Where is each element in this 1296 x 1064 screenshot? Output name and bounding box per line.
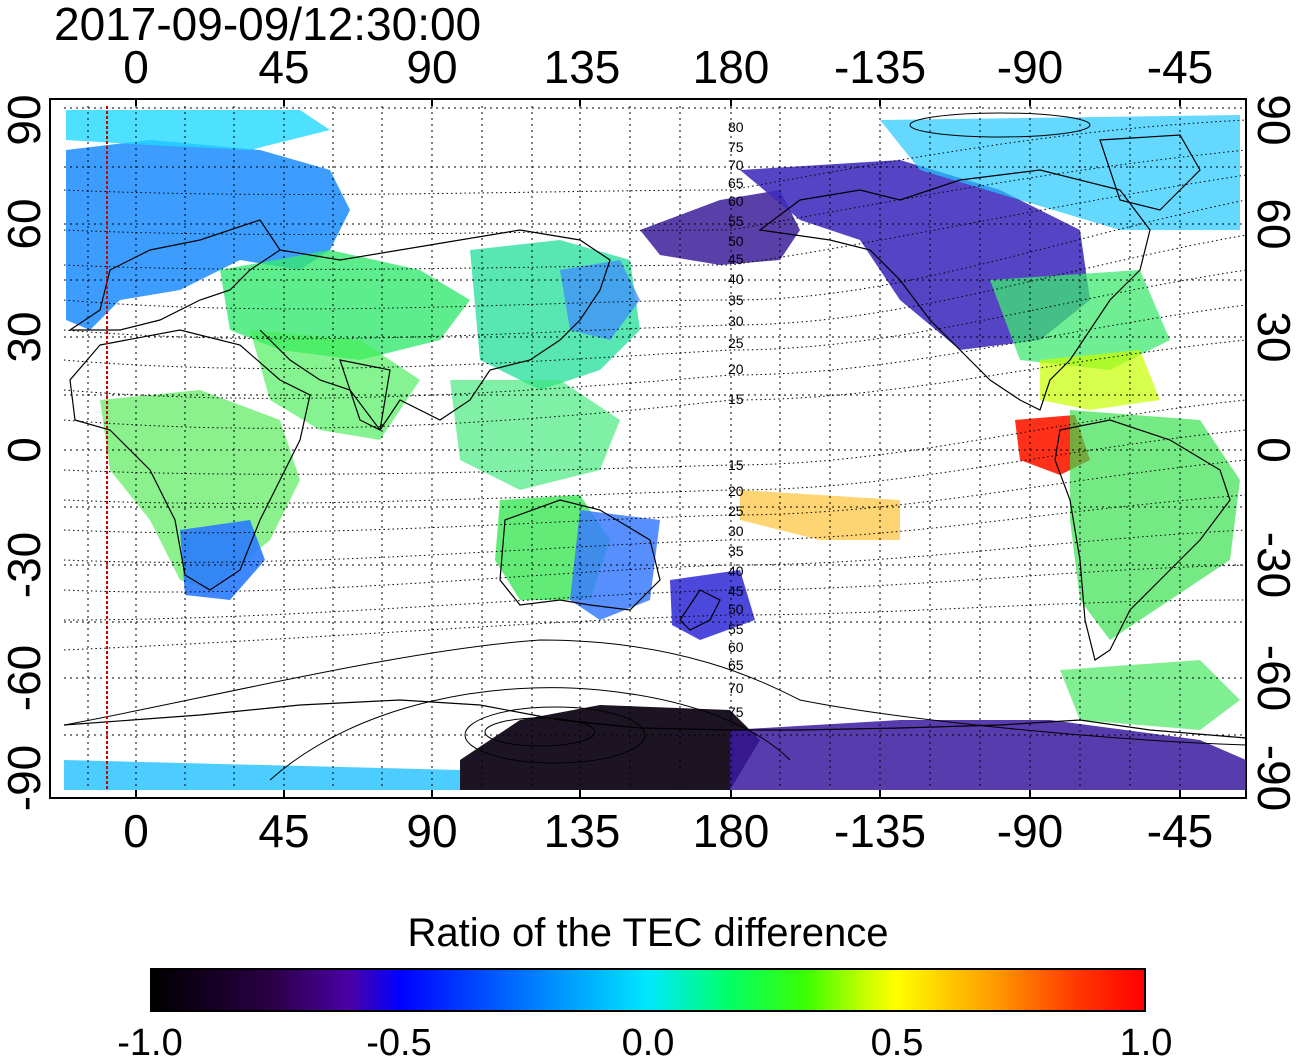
lat-tick-left: -60 [0, 644, 50, 712]
mlat-label: 65 [728, 175, 744, 191]
lat-tick-left: 60 [0, 198, 50, 250]
mlat-label: 65 [728, 657, 744, 673]
mlat-label: 50 [728, 601, 744, 617]
lon-tick-bottom: 0 [123, 805, 149, 857]
lat-tick-right: 30 [1248, 311, 1296, 363]
graticule [64, 106, 1246, 790]
lat-tick-left: 90 [0, 94, 50, 146]
tec-patch-south-america [1070, 410, 1240, 640]
lat-tick-right: -30 [1248, 531, 1296, 599]
mlat-label: 70 [728, 680, 744, 696]
tec-patch-new-zealand [670, 570, 755, 640]
lon-tick-bottom: -45 [1146, 805, 1214, 857]
colorbar-tick: 0.0 [621, 1022, 675, 1064]
tec-patch-arctic-europe [66, 110, 330, 150]
tec-patch-seasia [450, 380, 620, 490]
lon-tick-bottom: 90 [406, 805, 458, 857]
lat-tick-right: 90 [1248, 94, 1296, 146]
lat-tick-right: 60 [1248, 198, 1296, 250]
mlat-label: 45 [728, 251, 744, 267]
mlat-labels-north: 80 75 70 65 60 55 50 45 40 35 30 25 20 1… [728, 119, 744, 407]
lon-tick-top: -90 [996, 41, 1064, 93]
auroral-oval-contours [64, 112, 1246, 781]
colorbar-tick: 1.0 [1119, 1022, 1173, 1064]
mlat-label: 25 [728, 503, 744, 519]
mlat-label: 35 [728, 543, 744, 559]
mlat-label: 50 [728, 233, 744, 249]
lon-tick-bottom: 180 [692, 805, 770, 857]
timestamp: 2017-09-09/12:30:00 [54, 0, 482, 50]
colorbar-tick: 0.5 [870, 1022, 924, 1064]
lat-tick-left: -30 [0, 531, 50, 599]
mlat-label: 20 [728, 483, 744, 499]
colorbar-title: Ratio of the TEC difference [407, 911, 889, 955]
lat-tick-right: -60 [1248, 644, 1296, 712]
tec-patch-antarctica-west [64, 760, 460, 790]
mlat-label: 75 [728, 139, 744, 155]
lat-tick-left: 0 [0, 437, 50, 463]
mlat-label: 15 [728, 391, 744, 407]
mlat-label: 25 [728, 335, 744, 351]
mlat-label: 75 [728, 704, 744, 720]
mlat-label: 55 [728, 213, 744, 229]
tec-patch-antarctic-peninsula [1060, 660, 1240, 730]
mlat-label: 30 [728, 523, 744, 539]
mlat-label: 70 [728, 157, 744, 173]
tec-patch-pacific-dark [640, 190, 800, 265]
mlat-label: 40 [728, 563, 744, 579]
lon-tick-top: 45 [258, 41, 310, 93]
mlat-label: 15 [728, 457, 744, 473]
axis-ticks [135, 99, 1181, 798]
mlat-label: 40 [728, 271, 744, 287]
lon-tick-bottom: -90 [996, 805, 1064, 857]
lat-tick-right: 0 [1248, 437, 1296, 463]
mlat-label: 60 [728, 639, 744, 655]
mlat-label: 30 [728, 313, 744, 329]
mlat-label: 20 [728, 361, 744, 377]
lon-tick-top: 0 [123, 41, 149, 93]
colorbar-tick: -0.5 [366, 1022, 432, 1064]
lon-tick-top: -45 [1146, 41, 1214, 93]
tec-patch-us-east [990, 270, 1170, 370]
lon-tick-top: -135 [833, 41, 927, 93]
lat-tick-right: -90 [1248, 744, 1296, 812]
lon-tick-top: 180 [692, 41, 770, 93]
lon-tick-bottom: -135 [833, 805, 927, 857]
lon-tick-bottom: 45 [258, 805, 310, 857]
lat-tick-left: 30 [0, 311, 50, 363]
lon-tick-top: 90 [406, 41, 458, 93]
colorbar [150, 968, 1146, 1012]
tec-data-layer [64, 110, 1246, 790]
mlat-labels-south: 15 20 25 30 35 40 45 50 55 60 65 70 75 [728, 457, 744, 720]
magnetic-latitude-contours [64, 119, 1246, 651]
mlat-label: 80 [728, 119, 744, 135]
tec-patch-canada [880, 115, 1240, 230]
colorbar-tick: -1.0 [117, 1022, 183, 1064]
coastlines [64, 134, 1246, 739]
mlat-label: 60 [728, 193, 744, 209]
tec-patch-south-africa [180, 520, 265, 600]
tec-patch-eurasia [220, 250, 470, 360]
lon-tick-bottom: 135 [543, 805, 621, 857]
mlat-label: 55 [728, 621, 744, 637]
mlat-label: 45 [728, 583, 744, 599]
lat-tick-left: -90 [0, 744, 50, 812]
tec-patch-australia-east [570, 510, 660, 620]
tec-patch-europe [66, 140, 350, 330]
lon-tick-top: 135 [543, 41, 621, 93]
mlat-label: 35 [728, 292, 744, 308]
tec-patch-antarctica-dark [460, 705, 760, 790]
